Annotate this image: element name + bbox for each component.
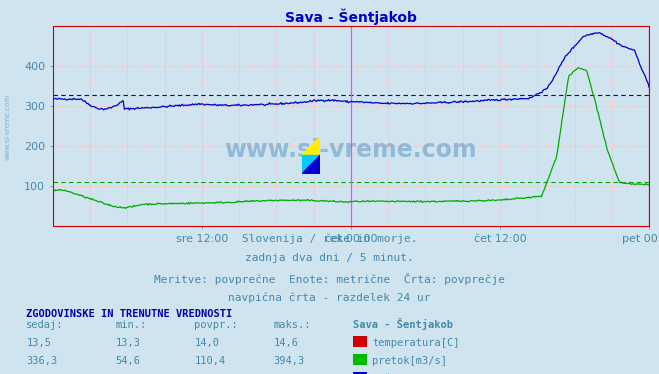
Text: 13,3: 13,3 xyxy=(115,338,140,348)
Text: navpična črta - razdelek 24 ur: navpična črta - razdelek 24 ur xyxy=(228,292,431,303)
Polygon shape xyxy=(302,137,320,155)
Text: ZGODOVINSKE IN TRENUTNE VREDNOSTI: ZGODOVINSKE IN TRENUTNE VREDNOSTI xyxy=(26,309,233,319)
Polygon shape xyxy=(302,155,320,174)
Text: min.:: min.: xyxy=(115,320,146,330)
Text: www.si-vreme.com: www.si-vreme.com xyxy=(225,138,477,162)
Text: temperatura[C]: temperatura[C] xyxy=(372,338,460,348)
Text: www.si-vreme.com: www.si-vreme.com xyxy=(5,94,11,160)
Text: pretok[m3/s]: pretok[m3/s] xyxy=(372,356,447,366)
Text: zadnja dva dni / 5 minut.: zadnja dva dni / 5 minut. xyxy=(245,253,414,263)
Text: Meritve: povprečne  Enote: metrične  Črta: povprečje: Meritve: povprečne Enote: metrične Črta:… xyxy=(154,273,505,285)
Text: 14,0: 14,0 xyxy=(194,338,219,348)
Polygon shape xyxy=(302,155,320,174)
Text: 336,3: 336,3 xyxy=(26,356,57,366)
Text: povpr.:: povpr.: xyxy=(194,320,238,330)
Text: Slovenija / reke in morje.: Slovenija / reke in morje. xyxy=(242,234,417,244)
Text: sedaj:: sedaj: xyxy=(26,320,64,330)
Text: 54,6: 54,6 xyxy=(115,356,140,366)
Title: Sava - Šentjakob: Sava - Šentjakob xyxy=(285,9,417,25)
Text: maks.:: maks.: xyxy=(273,320,311,330)
Text: Sava - Šentjakob: Sava - Šentjakob xyxy=(353,318,453,330)
Text: 394,3: 394,3 xyxy=(273,356,304,366)
Text: 110,4: 110,4 xyxy=(194,356,225,366)
Text: 14,6: 14,6 xyxy=(273,338,299,348)
Text: 13,5: 13,5 xyxy=(26,338,51,348)
